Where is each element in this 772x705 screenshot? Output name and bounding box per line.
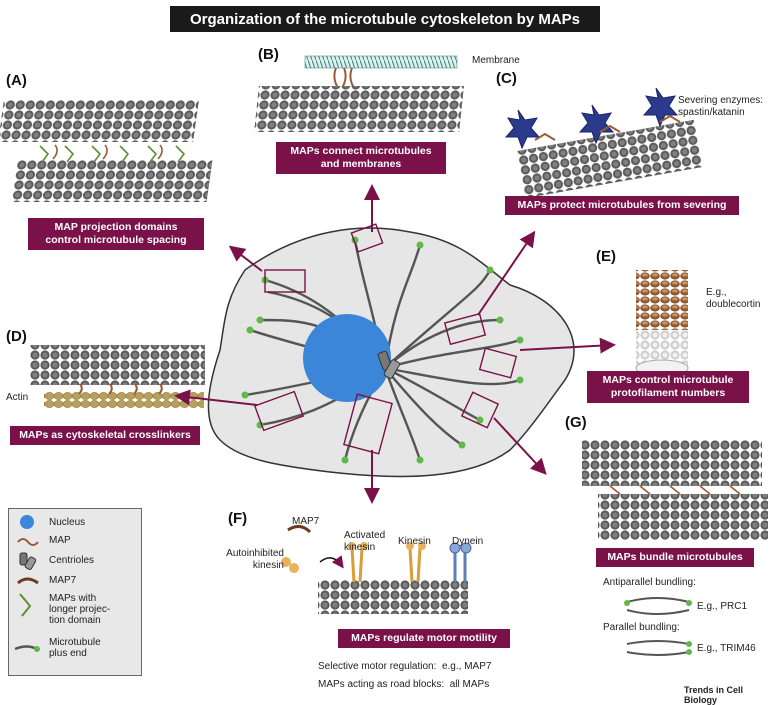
panel-b-caption: MAPs connect microtubules and membranes	[276, 142, 446, 174]
panel-d-letter: (D)	[6, 328, 27, 345]
label-line: kinesin	[252, 560, 284, 571]
map7-icon	[17, 577, 39, 585]
legend-line: longer projec-	[49, 604, 111, 615]
microtubule-bottom	[11, 160, 213, 202]
parallel-label: Parallel bundling:	[603, 622, 680, 633]
label-line: Activated	[344, 530, 386, 541]
caption-line: MAPs control microtubule	[602, 374, 734, 386]
caption-line: control microtubule spacing	[45, 234, 187, 246]
panel-g-letter: (G)	[565, 414, 587, 431]
road-block-note: MAPs acting as road blocks: all MAPs	[318, 679, 489, 691]
plus-end-icon	[14, 645, 40, 652]
microtubule-top	[0, 100, 199, 142]
panel-a-letter: (A)	[6, 72, 27, 89]
severing-enzyme	[504, 109, 541, 150]
zoom-boxes	[253, 223, 518, 455]
antiparallel-icon	[624, 597, 692, 615]
doublecortin-label: E.g., doublecortin	[706, 287, 760, 311]
centrioles	[377, 350, 401, 379]
label-line: Severing enzymes:	[678, 95, 764, 106]
note-value: all MAPs	[449, 679, 490, 690]
panel-c-letter: (C)	[496, 70, 517, 87]
actin-filament	[44, 392, 204, 408]
label-line: E.g.,	[706, 287, 727, 298]
cell	[207, 223, 575, 478]
panel-e-letter: (E)	[596, 248, 616, 265]
label-line: Autoinhibited	[226, 548, 284, 559]
antiparallel-label: Antiparallel bundling:	[603, 577, 696, 588]
nucleus	[303, 314, 391, 402]
parallel-example: E.g., TRIM46	[697, 643, 756, 654]
legend-icons	[14, 515, 40, 652]
severing-label: Severing enzymes: spastin/katanin	[678, 95, 763, 119]
dynein-label: Dynein	[452, 536, 484, 547]
caption-line: protofilament numbers	[610, 387, 726, 399]
panel-d-graphic	[30, 345, 205, 408]
label-line: kinesin	[344, 542, 376, 553]
activated-kinesin-label: Activated kinesin	[344, 530, 385, 554]
microtubule	[30, 345, 205, 385]
cell-outline	[207, 227, 575, 478]
note-label: MAPs acting as road blocks:	[318, 679, 445, 690]
panel-c-graphic	[504, 87, 703, 199]
actin-label: Actin	[6, 392, 29, 403]
nucleus-icon	[20, 515, 34, 529]
microtubule-bottom	[598, 494, 768, 540]
caption-line: MAPs connect microtubules	[290, 145, 432, 157]
legend-line: plus end	[49, 648, 87, 659]
panel-e-caption: MAPs control microtubule protofilament n…	[587, 371, 749, 403]
figure-title: Organization of the microtubule cytoskel…	[170, 6, 600, 32]
panel-e-graphic	[635, 270, 689, 377]
note-label: Selective motor regulation:	[318, 661, 437, 672]
centriole-icon	[19, 552, 37, 570]
panel-a-graphic	[0, 100, 213, 202]
panel-b-letter: (B)	[258, 46, 279, 63]
legend-long-map: MAPs with longer projec- tion domain	[49, 593, 110, 626]
selective-regulation-note: Selective motor regulation: e.g., MAP7	[318, 661, 491, 673]
microtubule	[254, 86, 464, 132]
map7-molecule	[287, 525, 312, 534]
antiparallel-example: E.g., PRC1	[697, 601, 748, 612]
legend-line: MAPs with	[49, 593, 97, 604]
autoinhibited-label: Autoinhibited kinesin	[226, 548, 284, 572]
label-line: doublecortin	[706, 299, 761, 310]
label-line: spastin/katanin	[678, 107, 745, 118]
severing-enzyme	[578, 104, 615, 145]
legend-centrioles: Centrioles	[49, 555, 95, 566]
microtubule-top	[582, 440, 762, 486]
note-value: e.g., MAP7	[441, 661, 492, 672]
kinesin-label: Kinesin	[398, 536, 431, 547]
membrane	[304, 55, 458, 69]
panel-d-caption: MAPs as cytoskeletal crosslinkers	[10, 426, 200, 445]
map-icon	[17, 538, 39, 546]
legend: Nucleus MAP Centrioles MAP7 MAPs with lo…	[8, 508, 142, 676]
journal-footer: Trends in Cell Biology	[684, 685, 744, 705]
panel-b-graphic	[254, 55, 464, 132]
microtubule	[517, 119, 703, 199]
legend-line: Microtubule	[49, 637, 101, 648]
caption-line: MAP projection domains	[54, 221, 178, 233]
panel-a-caption: MAP projection domains control microtubu…	[28, 218, 204, 250]
caption-line: and membranes	[320, 158, 402, 170]
panel-f-graphic	[281, 525, 472, 614]
map7-label: MAP7	[292, 516, 320, 527]
legend-nucleus: Nucleus	[49, 517, 86, 528]
long-map-icon	[19, 593, 32, 617]
panel-g-caption: MAPs bundle microtubules	[596, 548, 754, 567]
legend-line: tion domain	[49, 615, 101, 626]
legend-map: MAP	[49, 535, 71, 546]
legend-plus-end: Microtubule plus end	[49, 637, 101, 659]
arrows	[174, 184, 616, 504]
panel-g-graphic	[582, 440, 768, 656]
panel-f-letter: (F)	[228, 510, 248, 527]
panel-c-caption: MAPs protect microtubules from severing	[505, 196, 739, 215]
membrane-label: Membrane	[472, 55, 520, 66]
parallel-icon	[626, 640, 692, 656]
panel-f-caption: MAPs regulate motor motility	[338, 629, 510, 648]
legend-map7: MAP7	[49, 575, 77, 586]
microtubule	[318, 580, 468, 614]
severing-enzyme	[642, 87, 679, 128]
plus-ends	[241, 236, 524, 464]
